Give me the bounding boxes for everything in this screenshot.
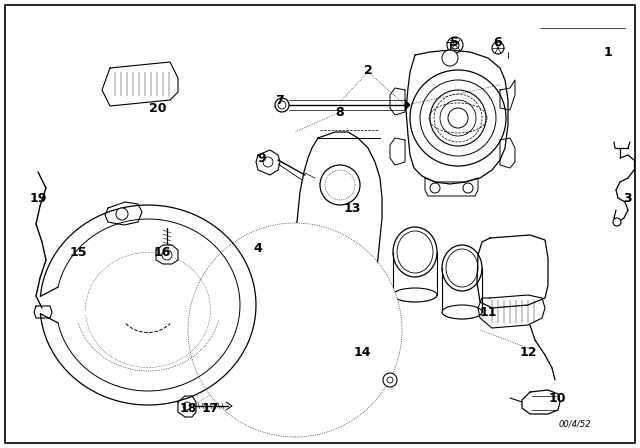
Text: 16: 16 — [154, 246, 171, 258]
Polygon shape — [245, 243, 268, 262]
Circle shape — [447, 37, 463, 53]
Polygon shape — [226, 402, 232, 410]
Text: 9: 9 — [258, 151, 266, 164]
Circle shape — [440, 100, 476, 136]
Circle shape — [183, 402, 191, 410]
Text: 14: 14 — [353, 345, 371, 358]
Polygon shape — [477, 235, 548, 308]
Text: 1: 1 — [604, 46, 612, 59]
Text: 19: 19 — [29, 191, 47, 204]
Circle shape — [383, 373, 397, 387]
Circle shape — [205, 240, 385, 420]
Circle shape — [305, 271, 319, 284]
Ellipse shape — [393, 288, 437, 302]
Polygon shape — [102, 62, 178, 106]
Ellipse shape — [442, 245, 482, 291]
Ellipse shape — [393, 227, 437, 277]
Circle shape — [263, 157, 273, 167]
Polygon shape — [390, 88, 405, 115]
Text: 10: 10 — [548, 392, 566, 405]
Circle shape — [613, 218, 621, 226]
Polygon shape — [256, 150, 280, 175]
Polygon shape — [478, 295, 545, 328]
Text: 15: 15 — [69, 246, 87, 258]
Ellipse shape — [446, 249, 478, 287]
Text: 00/4/52: 00/4/52 — [559, 419, 591, 428]
Circle shape — [252, 247, 262, 257]
Circle shape — [410, 70, 506, 166]
Text: 18: 18 — [179, 401, 196, 414]
Circle shape — [451, 41, 459, 49]
Polygon shape — [105, 202, 142, 225]
Circle shape — [430, 90, 486, 146]
Circle shape — [343, 323, 357, 337]
Text: 20: 20 — [149, 102, 167, 115]
Text: 5: 5 — [450, 35, 458, 48]
Polygon shape — [178, 396, 196, 417]
Circle shape — [442, 50, 458, 66]
Circle shape — [162, 250, 172, 260]
Polygon shape — [295, 132, 382, 345]
Text: 3: 3 — [624, 191, 632, 204]
Circle shape — [190, 225, 400, 435]
Circle shape — [245, 280, 345, 380]
Circle shape — [448, 108, 468, 128]
Polygon shape — [390, 138, 405, 165]
Circle shape — [243, 291, 257, 305]
Circle shape — [463, 183, 473, 193]
Circle shape — [305, 375, 319, 389]
Text: 6: 6 — [493, 35, 502, 48]
Circle shape — [116, 208, 128, 220]
Text: 13: 13 — [343, 202, 361, 215]
Circle shape — [430, 183, 440, 193]
Circle shape — [257, 292, 333, 368]
Polygon shape — [285, 330, 305, 348]
Circle shape — [285, 320, 305, 340]
Text: 4: 4 — [253, 241, 262, 254]
Polygon shape — [352, 330, 372, 348]
Polygon shape — [406, 50, 508, 184]
Circle shape — [278, 101, 286, 109]
Circle shape — [420, 80, 496, 156]
Circle shape — [265, 300, 325, 360]
Ellipse shape — [442, 305, 482, 319]
Text: 2: 2 — [364, 64, 372, 77]
Polygon shape — [500, 138, 515, 168]
Circle shape — [492, 42, 504, 54]
Circle shape — [188, 223, 402, 437]
Text: 12: 12 — [519, 345, 537, 358]
Text: 11: 11 — [479, 306, 497, 319]
Circle shape — [198, 233, 392, 427]
Circle shape — [320, 240, 360, 280]
Polygon shape — [34, 306, 52, 318]
Circle shape — [277, 312, 313, 348]
Circle shape — [320, 165, 360, 205]
Text: 17: 17 — [201, 401, 219, 414]
Text: 7: 7 — [276, 94, 284, 107]
Polygon shape — [405, 100, 410, 110]
Text: 8: 8 — [336, 105, 344, 119]
Ellipse shape — [397, 231, 433, 273]
Polygon shape — [156, 245, 178, 264]
Circle shape — [243, 355, 257, 369]
Polygon shape — [500, 80, 515, 110]
Circle shape — [387, 377, 393, 383]
Polygon shape — [425, 178, 478, 196]
Polygon shape — [522, 390, 560, 414]
Circle shape — [275, 98, 289, 112]
